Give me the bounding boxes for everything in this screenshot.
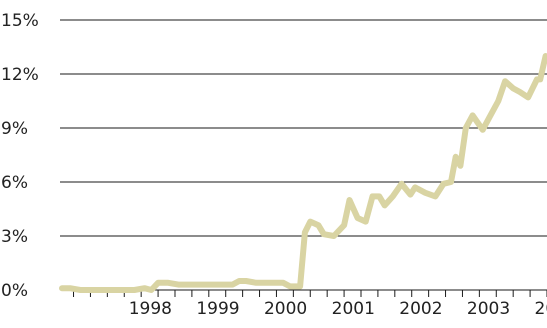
y-axis-tick-labels: 0% 3% 6% 9% 12% 15% <box>1 11 39 301</box>
x-tick-label-2004: 2004 <box>535 299 547 319</box>
x-axis: 1998 1999 2000 2001 2002 2003 2004 <box>60 289 547 319</box>
series-lines <box>59 53 547 293</box>
y-tick-label-12: 12% <box>1 65 39 85</box>
y-tick-label-15: 15% <box>1 11 39 31</box>
x-tick-label-2003: 2003 <box>467 299 510 319</box>
x-tick-label-1999: 1999 <box>196 299 239 319</box>
y-tick-label-9: 9% <box>1 119 28 139</box>
x-tick-label-2000: 2000 <box>264 299 307 319</box>
grid-lines <box>60 19 547 237</box>
y-tick-label-6: 6% <box>1 173 28 193</box>
x-tick-label-1998: 1998 <box>129 299 172 319</box>
series-line-0 <box>59 53 547 293</box>
x-tick-label-2002: 2002 <box>399 299 442 319</box>
y-tick-label-0: 0% <box>1 281 28 301</box>
x-tick-label-2001: 2001 <box>332 299 375 319</box>
y-tick-label-3: 3% <box>1 227 28 247</box>
